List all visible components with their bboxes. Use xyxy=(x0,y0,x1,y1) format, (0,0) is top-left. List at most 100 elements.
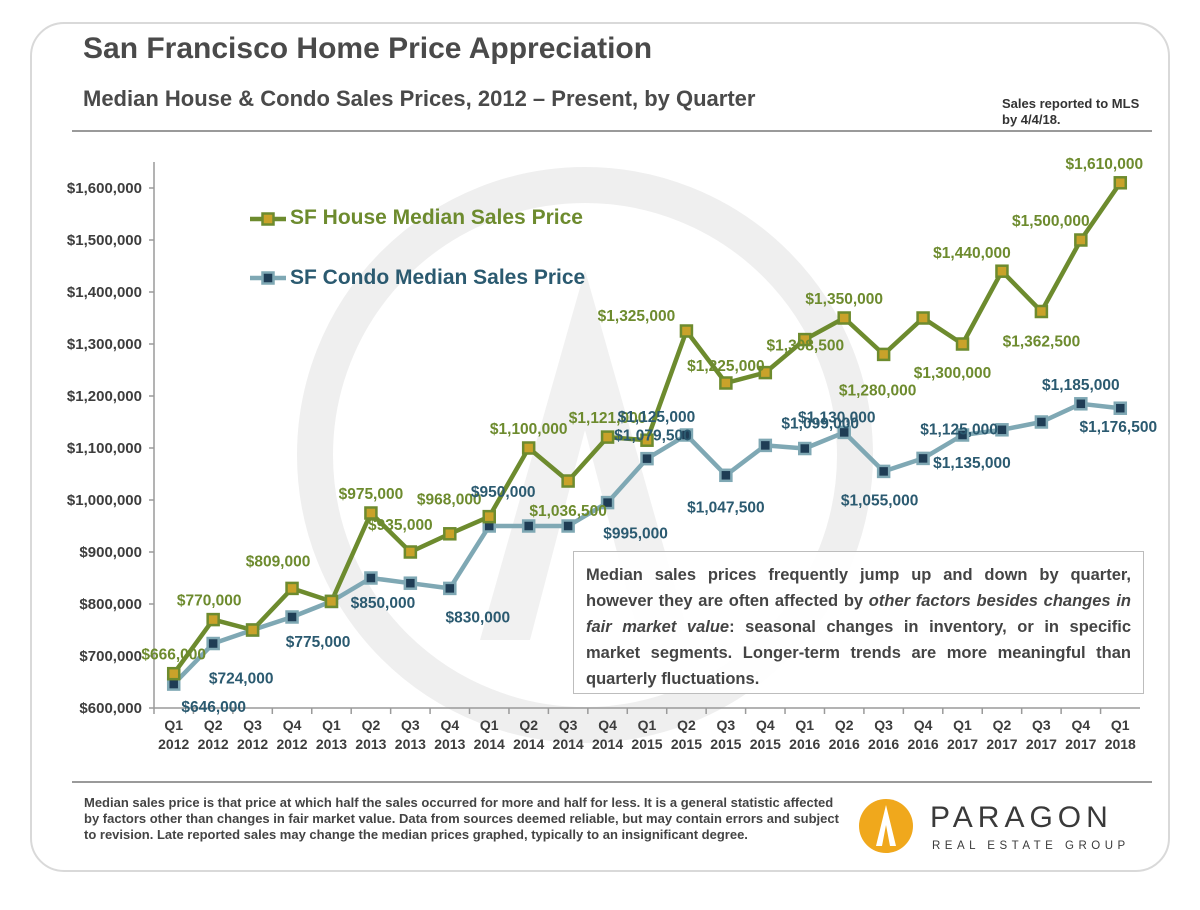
condo-data-label: $775,000 xyxy=(286,634,351,651)
condo-data-label: $1,079,500 xyxy=(614,428,692,445)
house-data-label: $975,000 xyxy=(339,486,404,503)
house-data-point xyxy=(443,527,457,541)
x-tick-label-year: 2017 xyxy=(1065,736,1096,752)
x-tick-label-year: 2014 xyxy=(592,736,623,752)
legend-house-marker xyxy=(261,212,275,226)
x-tick-label-quarter: Q4 xyxy=(914,717,933,733)
y-tick-label: $1,000,000 xyxy=(67,492,142,509)
condo-data-point xyxy=(995,423,1009,437)
x-tick-label-quarter: Q1 xyxy=(638,717,657,733)
house-data-label: $1,440,000 xyxy=(933,245,1011,262)
condo-data-label: $830,000 xyxy=(445,609,510,626)
condo-data-label: $1,125,000 xyxy=(920,421,998,438)
y-tick-label: $1,400,000 xyxy=(67,284,142,301)
house-data-point xyxy=(324,594,339,609)
house-data-point xyxy=(758,365,773,380)
x-tick-label-year: 2012 xyxy=(158,736,189,752)
house-data-label: $770,000 xyxy=(177,593,242,610)
x-tick-label-quarter: Q3 xyxy=(559,717,578,733)
y-tick-label: $800,000 xyxy=(79,596,142,613)
x-tick-label-year: 2016 xyxy=(908,736,939,752)
x-tick-label-quarter: Q3 xyxy=(717,717,736,733)
x-tick-label-quarter: Q1 xyxy=(953,717,972,733)
x-tick-label-year: 2013 xyxy=(355,736,386,752)
condo-data-label: $1,125,000 xyxy=(618,409,696,426)
house-data-point xyxy=(600,430,615,444)
house-data-point xyxy=(403,545,418,559)
house-data-point xyxy=(640,433,654,447)
condo-data-point xyxy=(679,428,694,442)
x-tick-label-year: 2012 xyxy=(198,736,229,752)
callout-text-2: : seasonal changes in inventory, or in s… xyxy=(586,618,1131,688)
house-data-point xyxy=(364,506,378,520)
x-tick-label-year: 2013 xyxy=(395,736,426,752)
house-data-point xyxy=(245,623,260,637)
house-data-label: $968,000 xyxy=(417,492,482,509)
paragon-logo-icon xyxy=(859,799,913,853)
x-tick-label-year: 2013 xyxy=(434,736,465,752)
house-data-point xyxy=(1034,304,1049,319)
x-tick-label-quarter: Q4 xyxy=(756,717,775,733)
x-tick-label-year: 2014 xyxy=(474,736,505,752)
x-tick-label-quarter: Q1 xyxy=(795,717,814,733)
y-tick-label: $1,200,000 xyxy=(67,388,142,405)
y-tick-label: $600,000 xyxy=(79,700,142,717)
x-tick-label-quarter: Q1 xyxy=(480,717,499,733)
x-tick-label-year: 2012 xyxy=(276,736,307,752)
footer-divider xyxy=(72,781,1152,783)
house-data-label: $1,308,500 xyxy=(767,338,845,355)
house-data-point xyxy=(679,324,694,338)
house-data-point xyxy=(482,509,496,524)
condo-data-point xyxy=(285,610,299,624)
explanation-callout: Median sales prices frequently jump up a… xyxy=(573,551,1144,694)
condo-data-point xyxy=(403,576,418,590)
condo-data-point xyxy=(758,438,773,453)
logo-wordmark: PARAGON xyxy=(930,801,1113,834)
x-tick-label-year: 2015 xyxy=(671,736,702,752)
house-data-label: $1,325,000 xyxy=(598,308,676,325)
x-tick-label-year: 2018 xyxy=(1105,736,1136,752)
x-tick-label-year: 2017 xyxy=(1026,736,1057,752)
y-tick-label: $1,600,000 xyxy=(67,180,142,197)
condo-data-label: $950,000 xyxy=(471,484,536,501)
house-data-point xyxy=(837,311,851,325)
callout-text-1: Median sales prices frequently jump up a… xyxy=(586,566,1131,610)
house-data-label: $1,300,000 xyxy=(914,365,992,382)
header-divider xyxy=(72,130,1152,132)
x-tick-label-quarter: Q4 xyxy=(440,717,459,733)
house-data-label: $1,100,000 xyxy=(490,421,568,438)
house-data-point xyxy=(798,332,812,347)
watermark-logo xyxy=(297,167,873,743)
house-data-point xyxy=(285,581,299,596)
house-data-label: $1,350,000 xyxy=(805,291,883,308)
y-tick-label: $1,500,000 xyxy=(67,232,142,249)
condo-data-point xyxy=(876,464,891,479)
house-data-label: $1,280,000 xyxy=(839,382,917,399)
house-data-label: $1,225,000 xyxy=(687,358,765,375)
house-data-point xyxy=(955,337,970,351)
callout-text-italic: other factors besides changes in fair ma… xyxy=(586,592,1131,636)
x-tick-label-year: 2015 xyxy=(631,736,662,752)
condo-data-label: $995,000 xyxy=(603,526,668,543)
condo-data-label: $850,000 xyxy=(351,595,416,612)
y-tick-label: $1,100,000 xyxy=(67,440,142,457)
condo-data-point xyxy=(640,451,654,466)
condo-data-point xyxy=(600,495,615,510)
x-tick-label-year: 2013 xyxy=(316,736,347,752)
x-tick-label-year: 2017 xyxy=(947,736,978,752)
legend-condo-marker xyxy=(261,271,275,285)
house-data-label: $1,036,500 xyxy=(529,503,607,520)
house-data-label: $809,000 xyxy=(246,553,311,570)
condo-data-point xyxy=(955,428,970,442)
condo-data-point xyxy=(443,581,457,596)
condo-data-label: $1,130,000 xyxy=(798,410,876,427)
house-data-label: $1,362,500 xyxy=(1003,334,1081,351)
condo-data-point xyxy=(798,441,812,456)
x-tick-label-quarter: Q3 xyxy=(874,717,893,733)
data-note: Sales reported to MLS by 4/4/18. xyxy=(1002,96,1140,127)
x-tick-label-quarter: Q4 xyxy=(283,717,302,733)
house-data-label: $1,121,000 xyxy=(569,410,647,427)
house-data-label: $666,000 xyxy=(141,647,206,664)
x-tick-label-year: 2015 xyxy=(710,736,741,752)
